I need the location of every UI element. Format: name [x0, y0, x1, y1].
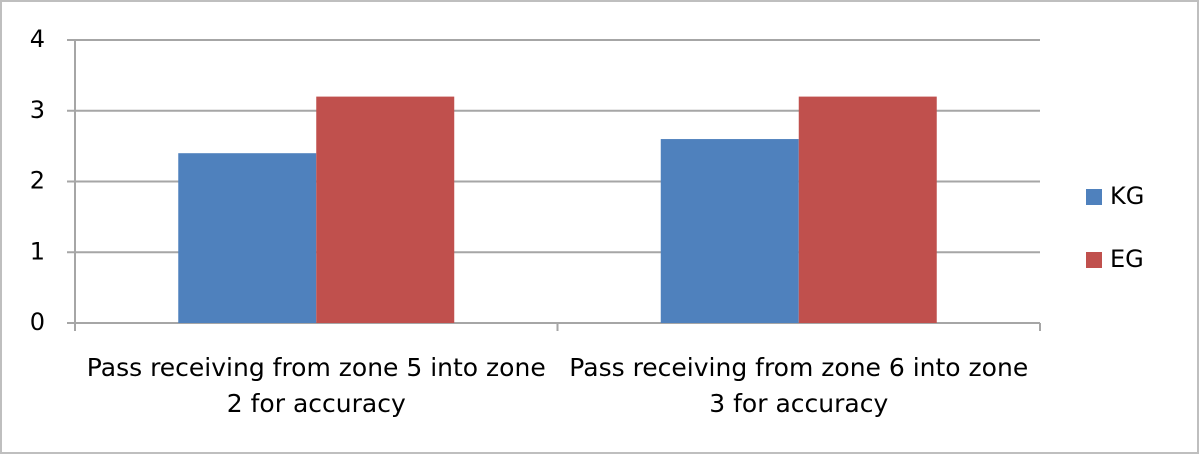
bar — [316, 96, 455, 323]
legend-swatch — [1086, 252, 1102, 268]
y-tick-label: 3 — [30, 96, 45, 124]
bar — [178, 153, 317, 323]
x-tick-label: Pass receiving from zone 5 into zone 2 f… — [86, 353, 546, 418]
x-tick-label: Pass receiving from zone 6 into zone 3 f… — [569, 353, 1029, 418]
y-tick-label: 4 — [30, 25, 45, 53]
y-tick-label: 0 — [30, 308, 45, 336]
bar — [660, 139, 799, 323]
y-tick-label: 1 — [30, 237, 45, 265]
legend-label: KG — [1110, 182, 1144, 210]
legend-label: EG — [1110, 245, 1144, 273]
bar — [798, 96, 937, 323]
y-tick-label: 2 — [30, 167, 45, 195]
legend-swatch — [1086, 189, 1102, 205]
